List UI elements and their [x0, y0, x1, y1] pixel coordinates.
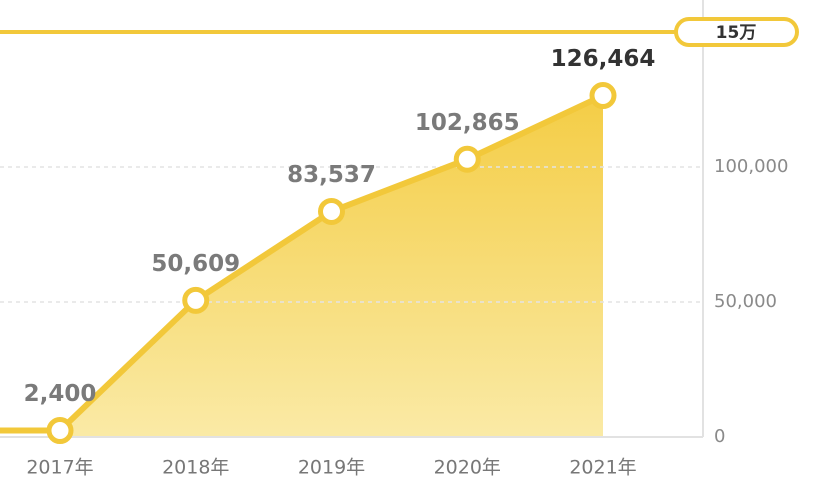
point	[182, 286, 210, 314]
x-tick-label: 2020年	[434, 457, 501, 479]
point	[589, 82, 617, 110]
value-label: 83,537	[287, 162, 376, 188]
value-label: 102,865	[415, 110, 520, 136]
area	[60, 95, 603, 437]
x-tick-label: 2021年	[569, 457, 636, 479]
y-tick-label: 0	[714, 426, 725, 447]
value-label: 126,464	[551, 46, 656, 72]
value-label: 2,400	[24, 381, 97, 407]
max-pill	[674, 17, 799, 47]
y-tick-label: 15万	[716, 23, 757, 43]
point	[46, 417, 74, 445]
point	[453, 145, 481, 173]
x-tick-label: 2019年	[298, 457, 365, 479]
point	[318, 197, 345, 225]
x-tick-label: 2018年	[162, 457, 229, 479]
x-tick-label: 2017年	[26, 457, 93, 479]
y-tick-label: 100,000	[714, 156, 788, 177]
y-tick-label: 50,000	[714, 291, 777, 312]
value-label: 50,609	[151, 251, 240, 277]
